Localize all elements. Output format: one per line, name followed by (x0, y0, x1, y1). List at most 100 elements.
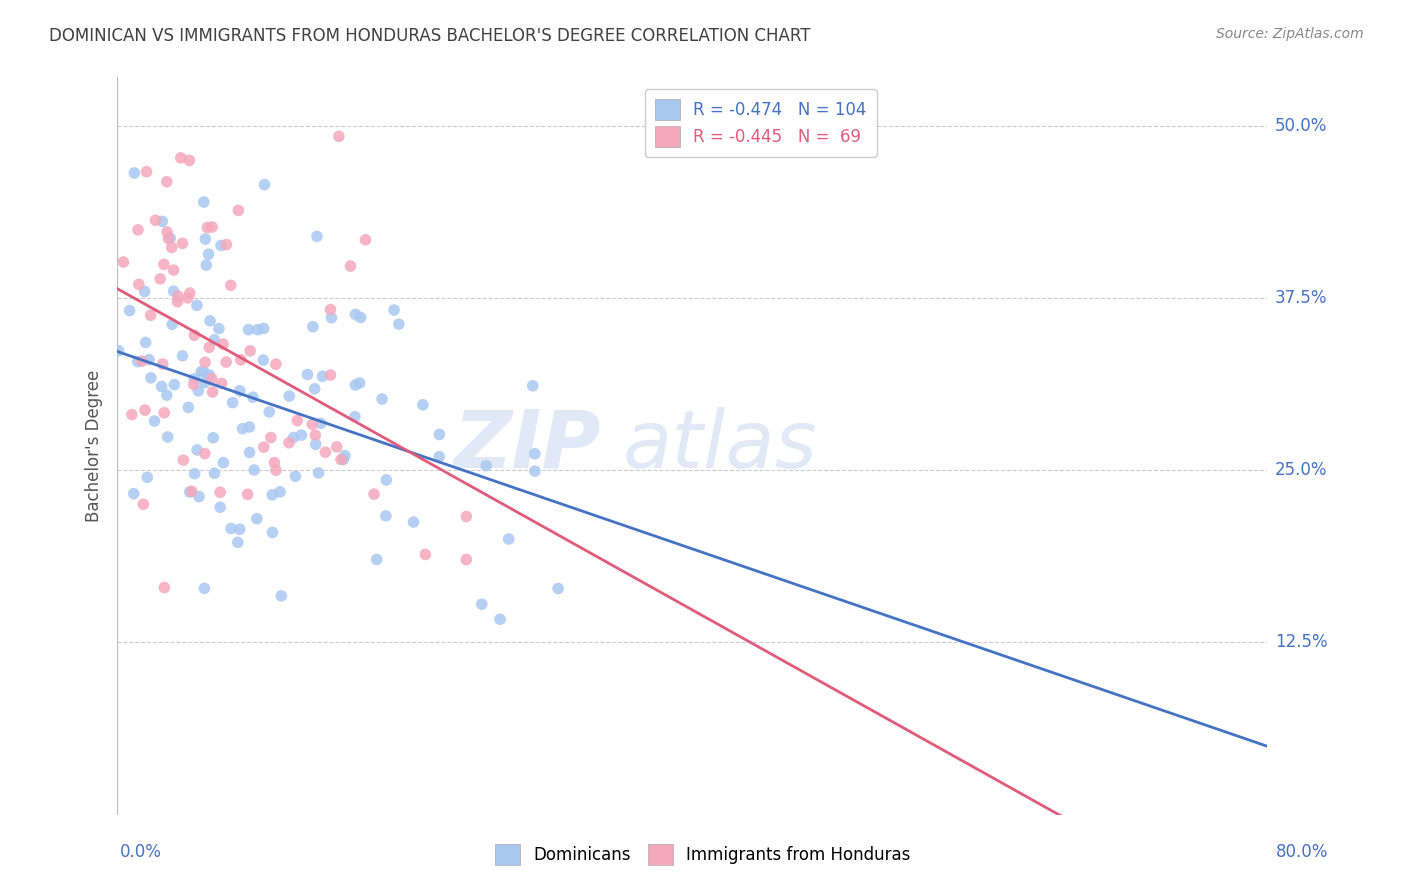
Point (150, 379, 173, 393)
Point (212, 456, 235, 470)
Text: 0.0%: 0.0% (120, 843, 162, 861)
Point (209, 238, 232, 252)
Point (429, 427, 451, 442)
Point (177, 291, 200, 305)
Point (253, 440, 276, 454)
Point (172, 236, 194, 251)
Point (304, 437, 326, 451)
Point (183, 467, 205, 481)
Point (201, 219, 224, 234)
Point (160, 240, 183, 254)
Point (138, 352, 160, 367)
Point (179, 153, 201, 168)
Text: 12.5%: 12.5% (1275, 633, 1327, 651)
Point (415, 548, 437, 562)
Point (136, 470, 159, 484)
Point (333, 449, 356, 463)
Point (198, 340, 221, 354)
Point (456, 509, 478, 524)
Point (172, 453, 194, 467)
Point (523, 447, 546, 461)
Legend: Dominicans, Immigrants from Honduras: Dominicans, Immigrants from Honduras (485, 834, 921, 875)
Point (489, 612, 512, 626)
Point (153, 257, 176, 271)
Point (228, 522, 250, 536)
Point (139, 308, 162, 322)
Point (270, 589, 292, 603)
Point (190, 365, 212, 379)
Point (264, 357, 287, 371)
Point (374, 508, 396, 523)
Point (202, 333, 225, 347)
Point (221, 395, 243, 409)
Point (118, 303, 141, 318)
Point (262, 488, 284, 502)
Text: 37.5%: 37.5% (1275, 289, 1327, 307)
Text: 25.0%: 25.0% (1275, 461, 1327, 479)
Point (547, 582, 569, 596)
Point (122, 486, 145, 500)
Point (321, 310, 343, 325)
Point (226, 535, 249, 549)
Point (195, 220, 218, 235)
Point (290, 428, 312, 442)
Point (180, 484, 202, 499)
Point (363, 487, 385, 501)
Point (344, 378, 367, 392)
Point (252, 353, 274, 368)
Point (124, 166, 146, 180)
Point (325, 440, 347, 454)
Point (204, 467, 226, 481)
Point (343, 409, 366, 424)
Point (201, 384, 224, 399)
Point (208, 321, 231, 335)
Point (319, 302, 342, 317)
Point (238, 323, 260, 337)
Point (145, 213, 167, 227)
Point (471, 597, 494, 611)
Point (264, 463, 287, 477)
Point (183, 328, 205, 343)
Point (243, 463, 266, 477)
Point (209, 500, 232, 515)
Point (177, 401, 200, 415)
Point (186, 298, 208, 312)
Point (128, 277, 150, 292)
Point (156, 175, 179, 189)
Point (134, 403, 156, 417)
Text: atlas: atlas (623, 407, 818, 485)
Point (523, 464, 546, 478)
Point (201, 372, 224, 386)
Point (194, 355, 217, 369)
Point (242, 390, 264, 404)
Point (246, 323, 269, 337)
Point (153, 406, 176, 420)
Point (253, 321, 276, 335)
Point (229, 384, 252, 398)
Point (112, 255, 135, 269)
Point (194, 376, 217, 390)
Point (186, 442, 208, 457)
Point (160, 318, 183, 332)
Point (239, 343, 262, 358)
Y-axis label: Bachelor's Degree: Bachelor's Degree (86, 370, 103, 522)
Point (522, 378, 544, 392)
Point (157, 231, 180, 245)
Point (132, 497, 155, 511)
Point (187, 384, 209, 398)
Text: 80.0%: 80.0% (1277, 843, 1329, 861)
Point (197, 247, 219, 261)
Point (134, 285, 156, 299)
Point (193, 195, 215, 210)
Point (309, 417, 332, 431)
Point (311, 369, 333, 384)
Point (371, 392, 394, 406)
Point (166, 294, 188, 309)
Point (194, 232, 217, 246)
Point (263, 456, 285, 470)
Point (179, 286, 201, 301)
Point (167, 289, 190, 303)
Point (183, 372, 205, 386)
Point (198, 368, 221, 383)
Point (344, 308, 367, 322)
